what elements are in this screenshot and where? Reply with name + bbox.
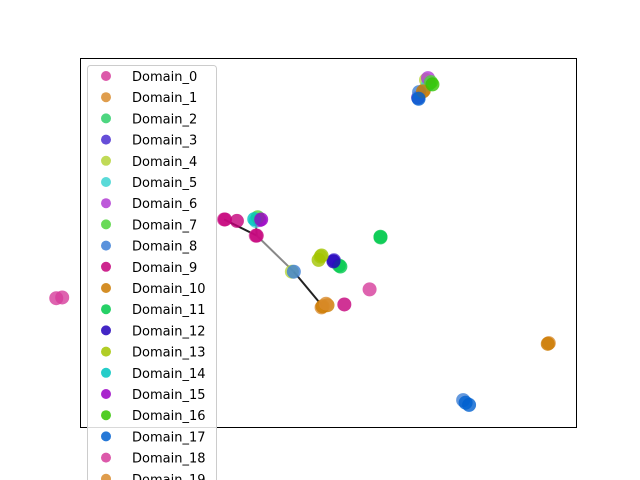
- connection-line: [293, 271, 324, 307]
- legend-label: Domain_4: [132, 155, 197, 170]
- legend-marker: [101, 473, 111, 480]
- data-point-domain-0: [362, 282, 377, 297]
- axes-frame: [80, 58, 577, 428]
- legend-marker: [101, 177, 111, 187]
- legend-label: Domain_16: [132, 409, 206, 424]
- data-point-domain-9: [218, 212, 233, 227]
- legend-marker: [101, 198, 111, 209]
- legend-marker: [101, 346, 111, 357]
- data-point-domain-15: [254, 212, 269, 227]
- data-point-domain-17: [411, 91, 426, 106]
- legend-label: Domain_15: [132, 388, 206, 403]
- data-point-domain-10: [540, 336, 555, 351]
- data-points: [49, 71, 556, 412]
- legend-label: Domain_9: [132, 261, 197, 276]
- legend-label: Domain_8: [132, 240, 197, 255]
- legend-label: Domain_19: [132, 473, 206, 480]
- legend-marker: [101, 92, 111, 103]
- legend-marker: [101, 71, 111, 81]
- data-point-domain-9: [249, 228, 264, 243]
- legend-marker: [101, 431, 111, 442]
- legend-label: Domain_10: [132, 282, 206, 297]
- data-point-domain-18: [55, 290, 70, 305]
- connection-line: [256, 234, 295, 273]
- legend-marker: [101, 283, 111, 293]
- legend-marker: [101, 410, 111, 421]
- legend-label: Domain_14: [132, 367, 206, 382]
- legend-label: Domain_11: [132, 303, 206, 318]
- legend-label: Domain_17: [132, 430, 206, 445]
- legend-label: Domain_12: [132, 324, 206, 339]
- legend: Domain_0 Domain_1 Domain_2 Domain_3 Domain_4…: [87, 65, 217, 480]
- legend-marker: [101, 155, 111, 166]
- legend-box: [87, 65, 217, 480]
- data-point-domain-19: [319, 296, 334, 311]
- legend-marker: [101, 261, 111, 272]
- data-point-domain-16: [425, 77, 440, 92]
- legend-label: Domain_1: [132, 91, 197, 106]
- data-point-domain-12: [326, 254, 341, 269]
- legend-marker: [101, 134, 111, 145]
- data-point-domain-8: [286, 264, 301, 279]
- legend-marker: [101, 219, 111, 230]
- legend-label: Domain_5: [132, 176, 197, 191]
- data-point-domain-17: [458, 395, 473, 410]
- legend-label: Domain_7: [132, 218, 197, 233]
- legend-marker: [101, 389, 111, 399]
- legend-marker: [101, 367, 111, 378]
- legend-label: Domain_0: [132, 70, 197, 85]
- legend-marker: [101, 240, 111, 251]
- legend-marker: [101, 304, 111, 315]
- legend-marker: [101, 113, 111, 124]
- data-point-domain-9: [229, 213, 244, 228]
- legend-label: Domain_3: [132, 134, 197, 149]
- data-point-domain-13: [311, 252, 326, 267]
- legend-marker: [101, 452, 111, 463]
- legend-label: Domain_2: [132, 112, 197, 127]
- legend-label: Domain_13: [132, 346, 206, 361]
- legend-marker: [101, 325, 111, 336]
- legend-label: Domain_6: [132, 197, 197, 212]
- data-point-domain-11: [373, 229, 388, 244]
- legend-label: Domain_18: [132, 452, 206, 467]
- connection-lines: [223, 82, 430, 307]
- data-point-domain-9: [337, 297, 352, 312]
